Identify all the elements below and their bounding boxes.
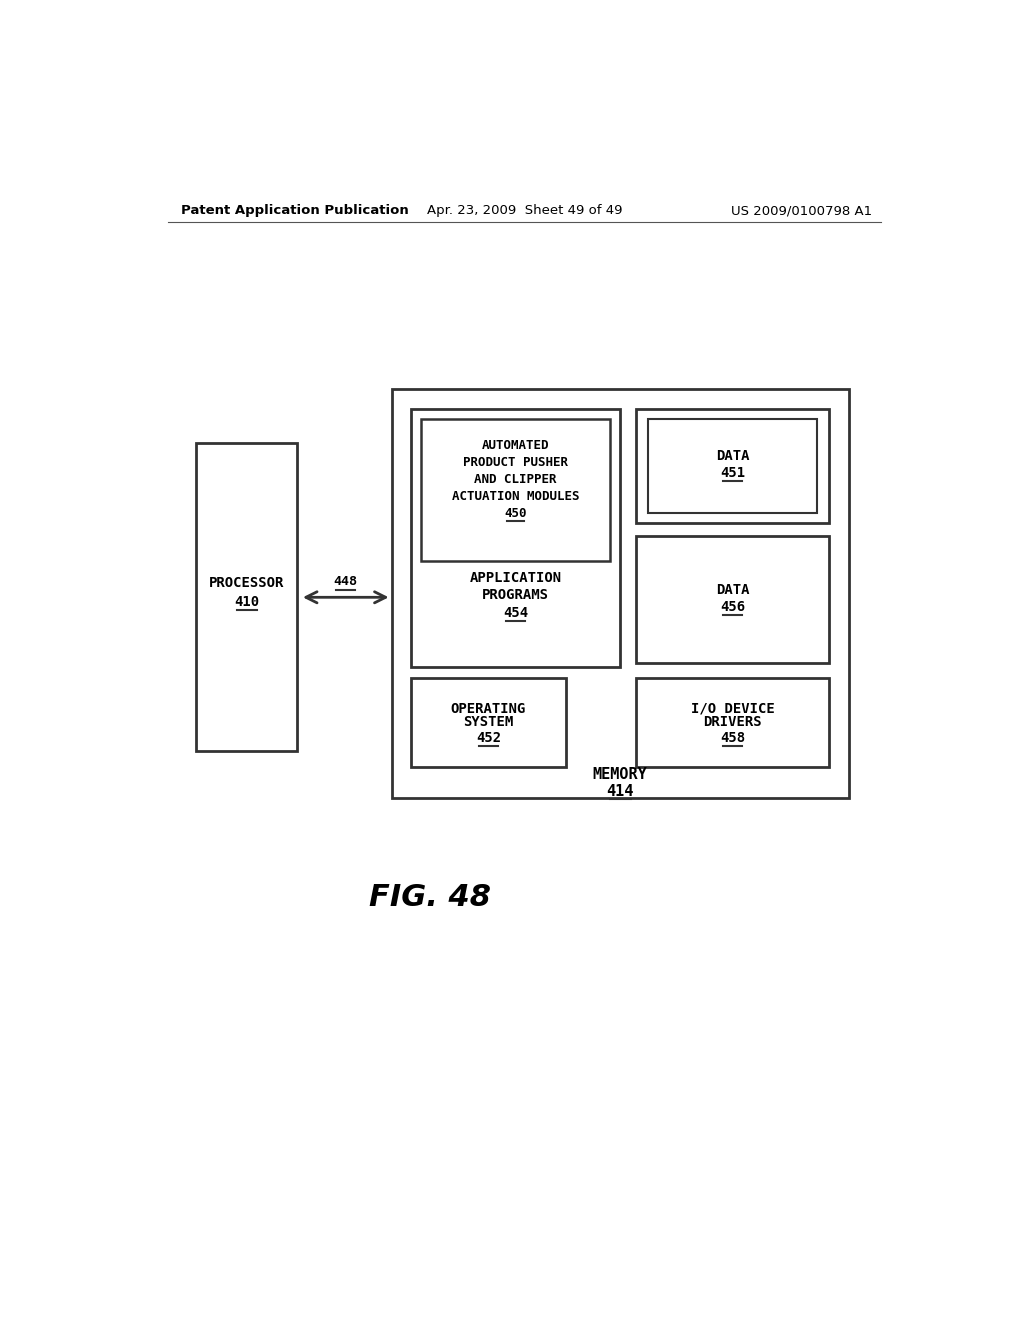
Text: APPLICATION: APPLICATION — [469, 572, 561, 585]
Text: AUTOMATED: AUTOMATED — [481, 440, 549, 453]
Text: DATA: DATA — [716, 583, 750, 597]
Text: OPERATING: OPERATING — [451, 701, 526, 715]
Text: US 2009/0100798 A1: US 2009/0100798 A1 — [731, 205, 872, 218]
Bar — [411, 678, 566, 767]
Bar — [648, 418, 817, 512]
Bar — [197, 444, 297, 751]
Text: 456: 456 — [720, 599, 745, 614]
Text: Apr. 23, 2009  Sheet 49 of 49: Apr. 23, 2009 Sheet 49 of 49 — [427, 205, 623, 218]
Text: DRIVERS: DRIVERS — [703, 715, 762, 730]
Bar — [636, 536, 829, 663]
Text: 450: 450 — [504, 507, 526, 520]
Text: ACTUATION MODULES: ACTUATION MODULES — [452, 490, 580, 503]
Bar — [411, 409, 621, 667]
Text: PROGRAMS: PROGRAMS — [482, 587, 549, 602]
Text: 451: 451 — [720, 466, 745, 480]
Bar — [636, 409, 829, 523]
Bar — [421, 418, 610, 561]
Text: 452: 452 — [476, 731, 501, 744]
Bar — [636, 678, 829, 767]
Text: PRODUCT PUSHER: PRODUCT PUSHER — [463, 455, 568, 469]
Text: I/O DEVICE: I/O DEVICE — [690, 701, 774, 715]
Text: SYSTEM: SYSTEM — [463, 715, 513, 730]
Text: PROCESSOR: PROCESSOR — [209, 577, 285, 590]
Text: 414: 414 — [606, 784, 634, 799]
Text: FIG. 48: FIG. 48 — [370, 883, 492, 912]
Text: DATA: DATA — [716, 449, 750, 463]
Text: 448: 448 — [334, 576, 357, 589]
Bar — [391, 389, 849, 797]
Text: AND CLIPPER: AND CLIPPER — [474, 473, 557, 486]
Text: MEMORY: MEMORY — [593, 767, 647, 781]
Text: 454: 454 — [503, 606, 528, 620]
Text: 458: 458 — [720, 731, 745, 744]
Text: 410: 410 — [234, 595, 259, 609]
Text: Patent Application Publication: Patent Application Publication — [180, 205, 409, 218]
